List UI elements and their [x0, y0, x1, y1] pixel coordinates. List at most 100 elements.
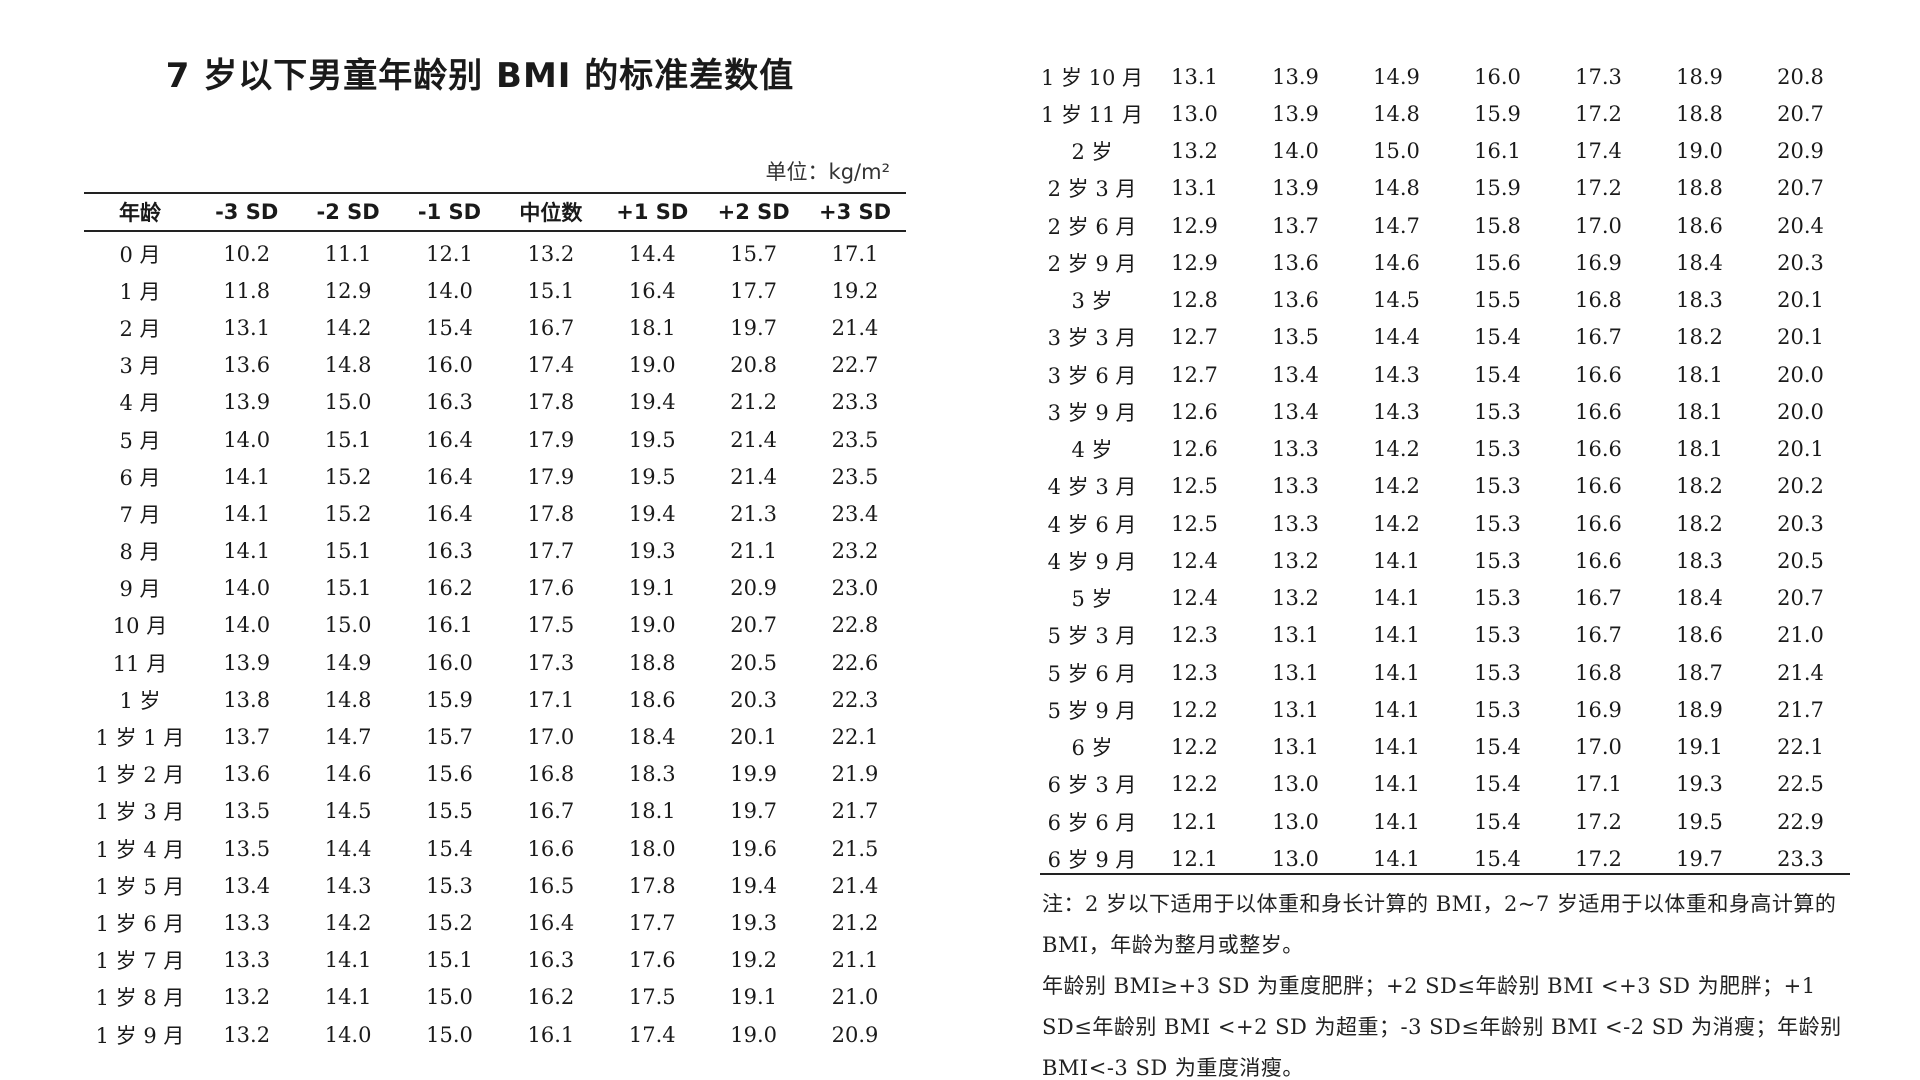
header-plus2sd: +2 SD: [717, 200, 790, 224]
value-cell: 19.1: [1676, 735, 1723, 760]
value-cell: 14.7: [324, 725, 372, 750]
value-cell: 21.4: [1777, 660, 1824, 685]
value-cell: 16.9: [1575, 250, 1622, 275]
value-cell: 14.6: [324, 762, 372, 787]
value-cell: 13.2: [1272, 548, 1319, 573]
age-cell: 10 月: [112, 614, 168, 639]
value-cell: 17.2: [1575, 101, 1622, 126]
value-cell: 18.6: [1676, 213, 1723, 238]
value-cell: 18.1: [1676, 399, 1723, 424]
value-cell: 13.3: [1272, 437, 1319, 462]
value-cell: 18.4: [628, 725, 676, 750]
value-cell: 14.0: [223, 576, 271, 601]
value-cell: 12.9: [324, 278, 372, 303]
value-cell: 14.9: [324, 650, 372, 675]
header-minus2sd: -2 SD: [316, 200, 380, 224]
value-cell: 19.2: [831, 278, 879, 303]
header-median: 中位数: [519, 201, 583, 225]
value-cell: 18.9: [1676, 697, 1723, 722]
table-row: 1 岁 10 月 13.1 13.9 14.9 16.0 17.3 18.9 20.8: [1040, 58, 1850, 95]
value-cell: 14.2: [1373, 474, 1420, 499]
value-cell: 18.6: [628, 687, 676, 712]
value-cell: 14.3: [1373, 399, 1420, 424]
value-cell: 14.8: [324, 353, 372, 378]
value-cell: 13.8: [223, 687, 271, 712]
value-cell: 13.2: [527, 241, 575, 266]
value-cell: 19.0: [730, 1022, 778, 1047]
value-cell: 12.9: [1171, 213, 1218, 238]
value-cell: 15.1: [324, 539, 372, 564]
value-cell: 15.0: [1373, 139, 1420, 164]
value-cell: 21.1: [831, 948, 879, 973]
age-cell: 1 岁 10 月: [1040, 65, 1144, 90]
value-cell: 15.1: [527, 278, 575, 303]
value-cell: 12.5: [1171, 511, 1218, 536]
age-cell: 7 月: [119, 502, 161, 527]
value-cell: 18.1: [628, 315, 676, 340]
value-cell: 20.3: [730, 687, 778, 712]
age-cell: 6 岁 9 月: [1047, 847, 1137, 872]
age-cell: 1 岁 3 月: [95, 800, 185, 825]
value-cell: 19.0: [1676, 139, 1723, 164]
value-cell: 15.4: [1474, 809, 1521, 834]
value-cell: 14.9: [1373, 64, 1420, 89]
value-cell: 16.6: [1575, 511, 1622, 536]
value-cell: 21.9: [831, 762, 879, 787]
value-cell: 13.6: [223, 762, 271, 787]
value-cell: 16.6: [527, 836, 575, 861]
age-cell: 1 岁 9 月: [95, 1023, 185, 1048]
value-cell: 15.5: [426, 799, 473, 824]
value-cell: 18.4: [1676, 586, 1723, 611]
value-cell: 19.2: [730, 948, 778, 973]
value-cell: 16.0: [426, 353, 473, 378]
value-cell: 13.3: [1272, 474, 1319, 499]
value-cell: 16.0: [426, 650, 473, 675]
value-cell: 19.1: [730, 985, 778, 1010]
table-row: 10 月 14.0 15.0 16.1 17.5 19.0 20.7 22.8: [84, 607, 906, 644]
value-cell: 14.8: [324, 687, 372, 712]
value-cell: 23.3: [831, 390, 879, 415]
value-cell: 12.7: [1171, 362, 1218, 387]
value-cell: 20.0: [1777, 362, 1824, 387]
value-cell: 12.6: [1171, 437, 1218, 462]
value-cell: 12.7: [1171, 325, 1218, 350]
value-cell: 14.1: [1373, 809, 1420, 834]
table-row: 6 岁 9 月 12.1 13.0 14.1 15.4 17.2 19.7 23.3: [1040, 840, 1850, 877]
value-cell: 19.4: [628, 390, 676, 415]
value-cell: 21.4: [730, 427, 778, 452]
value-cell: 16.6: [1575, 399, 1622, 424]
value-cell: 12.1: [1171, 846, 1218, 871]
value-cell: 15.4: [1474, 846, 1521, 871]
header-minus3sd: -3 SD: [215, 200, 279, 224]
value-cell: 18.2: [1676, 511, 1723, 536]
value-cell: 16.2: [426, 576, 473, 601]
age-cell: 1 岁 1 月: [95, 726, 185, 751]
value-cell: 15.2: [324, 464, 372, 489]
age-cell: 1 岁: [119, 688, 161, 713]
value-cell: 19.4: [730, 873, 778, 898]
value-cell: 15.4: [1474, 325, 1521, 350]
age-cell: 5 岁 3 月: [1047, 624, 1137, 649]
age-cell: 2 岁 3 月: [1047, 177, 1137, 202]
value-cell: 15.4: [1474, 735, 1521, 760]
value-cell: 13.2: [223, 985, 271, 1010]
value-cell: 18.9: [1676, 64, 1723, 89]
value-cell: 20.2: [1777, 474, 1824, 499]
value-cell: 19.3: [1676, 772, 1723, 797]
table-row: 1 岁 13.8 14.8 15.9 17.1 18.6 20.3 22.3: [84, 681, 906, 718]
table-row: 4 岁 12.6 13.3 14.2 15.3 16.6 18.1 20.1: [1040, 431, 1850, 468]
value-cell: 19.0: [628, 613, 676, 638]
age-cell: 2 月: [119, 316, 161, 341]
value-cell: 18.8: [1676, 176, 1723, 201]
age-cell: 2 岁 6 月: [1047, 214, 1137, 239]
table-body-right: 1 岁 10 月 13.1 13.9 14.9 16.0 17.3 18.9 20.8 1 岁 …: [1040, 58, 1850, 878]
value-cell: 14.0: [223, 427, 271, 452]
value-cell: 20.9: [831, 1022, 879, 1047]
value-cell: 18.0: [628, 836, 676, 861]
value-cell: 16.7: [1575, 623, 1622, 648]
value-cell: 19.6: [730, 836, 778, 861]
value-cell: 13.1: [1272, 660, 1319, 685]
value-cell: 19.7: [730, 315, 778, 340]
age-cell: 1 岁 2 月: [95, 763, 185, 788]
value-cell: 18.3: [1676, 548, 1723, 573]
